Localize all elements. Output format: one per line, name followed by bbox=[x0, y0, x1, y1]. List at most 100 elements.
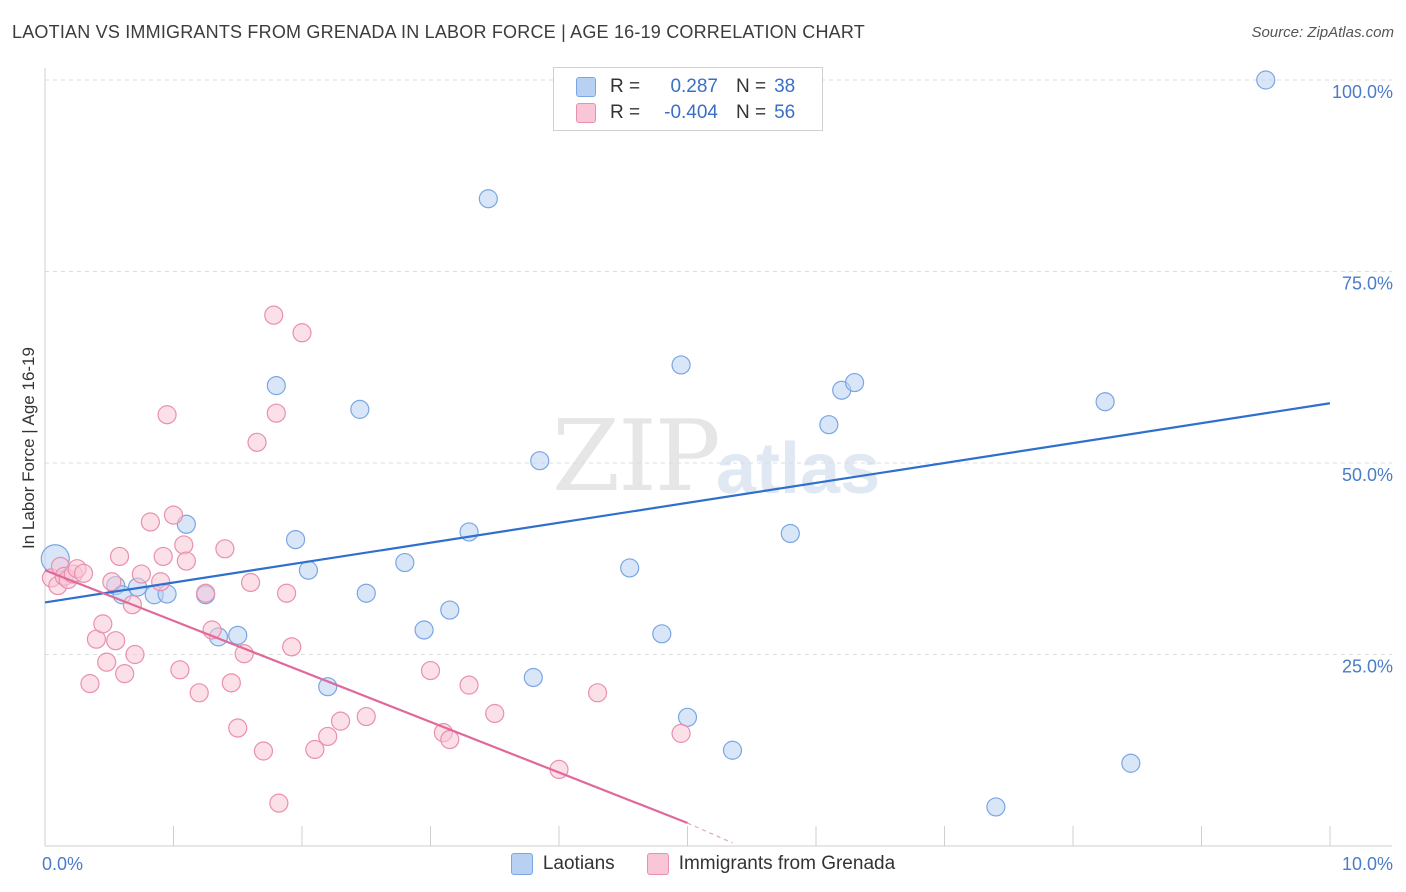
laotian-point bbox=[780, 523, 800, 544]
legend-r-value: 0.287 bbox=[670, 76, 718, 97]
legend-n-value: 38 bbox=[774, 76, 796, 97]
grenada-point bbox=[93, 614, 113, 634]
laotian-point bbox=[986, 797, 1006, 817]
legend-r-label: R = bbox=[610, 102, 641, 123]
laotian-point bbox=[677, 707, 698, 727]
x-tick-label: 0.0% bbox=[42, 854, 83, 874]
grenada-point bbox=[330, 711, 351, 731]
grenada-point bbox=[269, 793, 289, 813]
grenada-point bbox=[221, 673, 241, 693]
grenada-point bbox=[247, 432, 267, 452]
chart-title: LAOTIAN VS IMMIGRANTS FROM GRENADA IN LA… bbox=[12, 22, 865, 42]
watermark-atlas: atlas bbox=[716, 429, 881, 509]
grenada-trend-extension bbox=[687, 822, 733, 844]
y-tick-label: 50.0% bbox=[1342, 465, 1393, 485]
legend-swatch-laotians bbox=[576, 77, 596, 97]
grenada-point bbox=[109, 546, 130, 567]
legend-n-label: N = bbox=[736, 102, 767, 123]
laotian-trend-line bbox=[44, 402, 1331, 604]
laotian-point bbox=[1256, 70, 1276, 90]
laotian-point bbox=[620, 558, 640, 578]
grenada-point bbox=[174, 535, 194, 555]
laotian-point bbox=[350, 399, 370, 419]
grenada-point bbox=[292, 323, 312, 343]
series-swatch-grenada bbox=[646, 853, 669, 875]
grenada-point bbox=[305, 739, 325, 760]
watermark-zip: ZIP bbox=[552, 400, 721, 514]
y-tick-label: 75.0% bbox=[1342, 274, 1393, 294]
grenada-point bbox=[276, 583, 297, 603]
series-legend-laotians: Laotians bbox=[510, 853, 615, 875]
grenada-point bbox=[106, 631, 126, 651]
x-tick-label: 10.0% bbox=[1342, 854, 1393, 874]
laotian-point bbox=[652, 624, 672, 644]
grenada-point bbox=[266, 403, 286, 423]
grenada-point bbox=[115, 664, 135, 684]
grenada-point bbox=[264, 305, 284, 325]
grenada-point bbox=[80, 674, 100, 694]
grenada-point bbox=[131, 564, 151, 584]
grenada-point bbox=[241, 572, 261, 593]
grenada-point bbox=[140, 512, 160, 532]
y-axis-label: In Labor Force | Age 16-19 bbox=[19, 347, 38, 549]
legend-n-label: N = bbox=[736, 76, 767, 97]
grenada-point bbox=[318, 726, 338, 747]
laotian-point bbox=[298, 560, 319, 580]
laotian-point bbox=[722, 740, 743, 760]
grenada-point bbox=[163, 505, 184, 525]
grenada-point bbox=[253, 741, 274, 761]
series-label-grenada: Immigrants from Grenada bbox=[678, 853, 896, 874]
laotian-point bbox=[1121, 753, 1141, 773]
y-tick-label: 25.0% bbox=[1342, 657, 1393, 677]
grenada-point bbox=[102, 572, 122, 592]
series-label-laotians: Laotians bbox=[542, 853, 615, 874]
grenada-point bbox=[97, 652, 117, 672]
grenada-point bbox=[153, 546, 173, 567]
laotian-point bbox=[671, 355, 691, 375]
grenada-point bbox=[420, 660, 441, 681]
laotian-point bbox=[1095, 392, 1115, 412]
grenada-point bbox=[587, 683, 608, 703]
laotian-point bbox=[356, 583, 376, 603]
legend-r-label: R = bbox=[610, 76, 641, 97]
laotian-point bbox=[523, 667, 543, 688]
grenada-point bbox=[196, 583, 216, 603]
chart-source: Source: ZipAtlas.com bbox=[1251, 24, 1394, 41]
grenada-point bbox=[189, 683, 209, 703]
laotian-point bbox=[440, 600, 460, 620]
laotian-point bbox=[285, 529, 306, 550]
grenada-point bbox=[485, 703, 505, 724]
grenada-point bbox=[459, 675, 479, 695]
grenada-point bbox=[151, 572, 171, 592]
laotian-point bbox=[395, 552, 415, 573]
laotian-point bbox=[414, 620, 434, 640]
grenada-point bbox=[228, 718, 248, 738]
legend-swatch-grenada bbox=[576, 103, 596, 123]
grenada-point bbox=[125, 644, 145, 665]
laotian-point bbox=[478, 189, 498, 209]
grenada-point bbox=[440, 729, 460, 750]
legend-r-value: -0.404 bbox=[664, 102, 718, 123]
legend-row-grenada: R = -0.404 N = 56 bbox=[576, 100, 795, 126]
laotian-point bbox=[530, 451, 550, 471]
grenada-trend-line bbox=[44, 569, 688, 825]
laotian-point bbox=[844, 372, 865, 393]
grenada-point bbox=[215, 539, 235, 559]
series-legend-grenada: Immigrants from Grenada bbox=[646, 853, 896, 875]
grenada-point bbox=[282, 637, 302, 657]
series-legend: Laotians Immigrants from Grenada bbox=[0, 851, 1406, 877]
grenada-point bbox=[356, 706, 376, 727]
grenada-point bbox=[73, 563, 94, 583]
grenada-point bbox=[671, 723, 691, 743]
y-tick-label: 100.0% bbox=[1332, 82, 1393, 102]
grenada-point bbox=[157, 405, 177, 425]
correlation-legend: R = 0.287 N = 38 R = -0.404 N = 56 bbox=[553, 67, 823, 131]
legend-row-laotians: R = 0.287 N = 38 bbox=[576, 74, 795, 100]
legend-n-value: 56 bbox=[774, 102, 796, 123]
laotian-point bbox=[228, 625, 248, 645]
grenada-point bbox=[170, 660, 190, 680]
laotian-point bbox=[266, 376, 286, 396]
series-swatch-laotians bbox=[510, 853, 533, 875]
laotian-point bbox=[819, 415, 839, 435]
